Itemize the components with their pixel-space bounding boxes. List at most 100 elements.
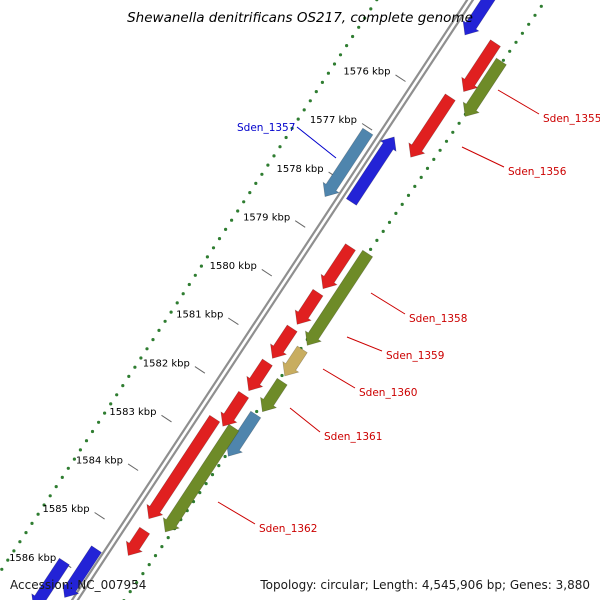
gene-arrow[interactable]: [320, 243, 356, 290]
guide-dot: [369, 247, 373, 251]
gene-label-sden_1359[interactable]: Sden_1359: [386, 350, 444, 362]
kbp-tick-label: 1580 kbp: [210, 261, 257, 272]
guide-dot: [296, 117, 300, 121]
gene-arrow-sden_1357[interactable]: [322, 127, 374, 197]
guide-dot: [400, 202, 404, 206]
guide-dot: [357, 25, 361, 29]
guide-dot: [199, 264, 203, 268]
gene-arrow[interactable]: [220, 390, 250, 427]
guide-dot: [533, 13, 537, 17]
guide-dot: [141, 572, 145, 576]
guide-dot: [520, 31, 525, 35]
kbp-tick-label: 1586 kbp: [9, 553, 56, 564]
guide-dot: [320, 80, 324, 84]
guide-dot: [375, 0, 379, 2]
gene-arrow[interactable]: [125, 526, 151, 556]
gene-label-leader: [296, 126, 337, 159]
guide-dotted-line-left: [0, 0, 379, 571]
kbp-tick-label: 1577 kbp: [310, 115, 357, 126]
guide-dot: [375, 238, 379, 242]
guide-dot: [363, 16, 367, 20]
guide-dot: [314, 90, 318, 94]
gene-arrow[interactable]: [345, 136, 397, 206]
guide-dot: [254, 181, 258, 185]
kbp-tick: [228, 317, 239, 326]
guide-dot: [406, 193, 411, 197]
gene-arrow-sden_1358[interactable]: [305, 249, 374, 346]
guide-dot: [160, 545, 164, 549]
gene-arrow-sden_1359[interactable]: [282, 345, 308, 377]
guide-dot: [284, 135, 288, 140]
guide-dot: [153, 554, 158, 558]
gene-label-sden_1357[interactable]: Sden_1357: [237, 122, 295, 134]
guide-dot: [242, 200, 246, 204]
guide-dot: [175, 301, 179, 305]
guide-dot: [187, 282, 191, 287]
guide-dot: [236, 209, 240, 213]
gene-arrow-sden_1356[interactable]: [408, 93, 456, 158]
gene-label-leader: [322, 368, 356, 389]
gene-arrow[interactable]: [31, 557, 70, 600]
kbp-tick-label: 1585 kbp: [42, 504, 89, 515]
gene-label-leader: [461, 146, 505, 168]
gene-label-sden_1361[interactable]: Sden_1361: [324, 431, 382, 443]
kbp-tick-label: 1581 kbp: [176, 310, 223, 321]
gene-label-sden_1355[interactable]: Sden_1355: [543, 113, 600, 125]
guide-dot: [432, 157, 436, 161]
guide-dot: [539, 4, 543, 8]
gene-arrow-sden_1362[interactable]: [162, 423, 240, 533]
kbp-tick-label: 1576 kbp: [343, 67, 390, 78]
gene-arrow-sden_1360[interactable]: [260, 377, 288, 413]
guide-dot: [133, 365, 137, 369]
guide-dot: [127, 374, 131, 378]
guide-dot: [217, 464, 221, 468]
status-bar: Accession: NC_007954 Topology: circular;…: [10, 578, 590, 592]
guide-dot: [338, 53, 343, 57]
guide-dot: [54, 485, 58, 489]
gene-arrow[interactable]: [461, 39, 501, 92]
gene-arrow[interactable]: [146, 414, 221, 520]
gene-arrow[interactable]: [270, 324, 298, 359]
gene-label-leader: [217, 501, 256, 525]
guide-dot: [255, 409, 259, 414]
guide-dot: [425, 166, 430, 170]
gene-arrow[interactable]: [246, 358, 273, 392]
kbp-tick-label: 1584 kbp: [76, 456, 123, 467]
guide-dot: [135, 581, 139, 585]
gene-arrow-sden_1355[interactable]: [462, 57, 507, 117]
guide-dot: [12, 549, 16, 553]
guide-dot: [302, 108, 306, 112]
guide-dot: [444, 139, 449, 143]
guide-dot: [351, 34, 355, 39]
guide-dot: [381, 229, 385, 233]
guide-dot: [166, 536, 170, 540]
guide-dot: [78, 448, 82, 452]
gene-label-sden_1362[interactable]: Sden_1362: [259, 523, 317, 535]
guide-dot: [387, 220, 392, 224]
guide-dot: [205, 255, 209, 259]
guide-dot: [210, 473, 215, 477]
gene-label-sden_1360[interactable]: Sden_1360: [359, 387, 417, 399]
guide-dot: [508, 49, 512, 53]
guide-dot: [413, 184, 417, 188]
guide-dot: [128, 590, 132, 594]
gene-arrow[interactable]: [294, 288, 324, 325]
guide-dot: [260, 172, 264, 176]
guide-dot: [151, 338, 155, 342]
guide-dot: [84, 439, 89, 443]
gene-arrow[interactable]: [62, 545, 102, 598]
guide-dot: [211, 246, 216, 250]
guide-dot: [224, 227, 228, 231]
gene-label-sden_1358[interactable]: Sden_1358: [409, 313, 467, 325]
guide-dot: [115, 393, 119, 397]
guide-dot: [457, 121, 461, 125]
gene-label-sden_1356[interactable]: Sden_1356: [508, 166, 567, 178]
kbp-tick: [361, 123, 373, 131]
gene-arrow[interactable]: [462, 0, 499, 36]
accession-text: Accession: NC_007954: [10, 578, 147, 592]
guide-dot: [280, 373, 284, 378]
guide-dot: [145, 347, 149, 351]
guide-dot: [42, 503, 46, 507]
guide-dot: [198, 491, 202, 495]
